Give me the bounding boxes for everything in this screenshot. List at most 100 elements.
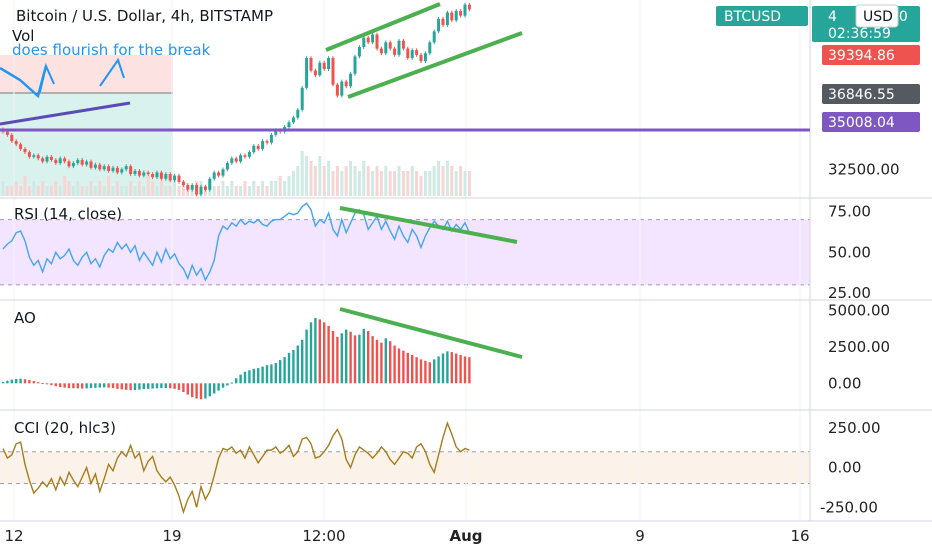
ao-bar bbox=[151, 383, 154, 389]
ao-tick-label: 2500.00 bbox=[828, 338, 890, 356]
cci-tick-label: -250.00 bbox=[820, 498, 878, 516]
symbol-tag[interactable] bbox=[716, 6, 808, 26]
ao-bar bbox=[45, 383, 49, 385]
ao-bar bbox=[437, 356, 440, 384]
ao-bar bbox=[463, 356, 467, 384]
volume-bar bbox=[445, 161, 449, 196]
candle-body bbox=[115, 167, 119, 173]
volume-bar bbox=[366, 166, 370, 196]
volume-bar bbox=[419, 176, 423, 196]
candle-body bbox=[450, 12, 454, 21]
volume-bar bbox=[54, 181, 58, 196]
volume-bar bbox=[41, 181, 45, 196]
gray-level-tag[interactable] bbox=[822, 84, 920, 104]
candle-body bbox=[195, 185, 199, 195]
ao-bar bbox=[305, 329, 308, 384]
candle-body bbox=[177, 175, 181, 182]
volume-bar bbox=[177, 186, 181, 196]
last-price-value: 4 bbox=[828, 9, 837, 25]
volume-bar bbox=[93, 186, 97, 196]
ao-bar bbox=[261, 366, 264, 384]
candle-body bbox=[247, 152, 251, 157]
annotation-arrow-head[interactable] bbox=[39, 62, 55, 93]
ao-bar bbox=[243, 371, 247, 384]
ao-bar bbox=[230, 382, 233, 384]
time-axis[interactable]: 12 19 12:00 Aug 9 16 bbox=[4, 527, 809, 545]
volume-bar bbox=[155, 186, 159, 196]
ao-bar bbox=[41, 383, 44, 385]
candle-body bbox=[168, 174, 172, 181]
ao-bar bbox=[177, 383, 181, 390]
candle-body bbox=[190, 185, 194, 190]
volume-bar bbox=[168, 186, 172, 196]
rsi-divergence-line[interactable] bbox=[339, 206, 518, 244]
volume-label: Vol bbox=[12, 27, 34, 45]
volume-bar bbox=[335, 166, 339, 196]
volume-bar bbox=[124, 186, 128, 196]
ao-bar bbox=[455, 353, 458, 384]
indigo-trendline[interactable] bbox=[0, 101, 131, 126]
volume-bar bbox=[133, 186, 137, 196]
ao-bar bbox=[28, 379, 31, 384]
ao-bar bbox=[389, 341, 392, 384]
volume-bar bbox=[415, 171, 419, 196]
candle-body bbox=[71, 163, 75, 167]
cci-title: CCI (20, hlc3) bbox=[14, 419, 116, 437]
ao-bar bbox=[15, 378, 18, 384]
candle-body bbox=[388, 42, 392, 49]
candle-body bbox=[353, 56, 357, 74]
candle-body bbox=[287, 122, 291, 128]
volume-bar bbox=[437, 161, 441, 196]
volume-bar bbox=[221, 181, 225, 196]
cci-band bbox=[0, 451, 810, 484]
candle-body bbox=[362, 37, 366, 48]
ao-bar bbox=[155, 383, 159, 389]
candle-body bbox=[27, 152, 31, 157]
ao-bar bbox=[103, 383, 106, 388]
candle-body bbox=[58, 158, 62, 164]
candle-body bbox=[173, 175, 177, 181]
volume-bar bbox=[85, 186, 89, 196]
gray-level-value: 36846.55 bbox=[828, 87, 895, 103]
candle-body bbox=[344, 81, 348, 87]
price-tags[interactable]: BTCUSD 4 60 02:36:59 USD 39394.86 36846.… bbox=[716, 4, 920, 132]
time-tick-label: 19 bbox=[162, 527, 181, 545]
candle-body bbox=[41, 158, 45, 162]
rsi-band bbox=[0, 219, 810, 285]
ao-bar bbox=[446, 351, 449, 384]
channel-lower-trendline[interactable] bbox=[347, 31, 523, 99]
annotation-arrow-up[interactable] bbox=[99, 57, 125, 87]
currency-badge[interactable] bbox=[855, 4, 899, 28]
ao-divergence-line[interactable] bbox=[339, 307, 523, 359]
volume-bar bbox=[423, 171, 427, 196]
candle-body bbox=[146, 172, 150, 175]
time-tick-label: 16 bbox=[790, 527, 809, 545]
ao-bar bbox=[411, 355, 414, 384]
price-axis[interactable]: 32500.0037500.0040000.0042500.0075.0050.… bbox=[820, 4, 900, 517]
volume-bar bbox=[217, 186, 221, 196]
candle-body bbox=[357, 47, 361, 57]
candle-body bbox=[384, 42, 388, 54]
volume-bar bbox=[318, 156, 322, 196]
candle-body bbox=[261, 141, 265, 149]
ao-bar bbox=[199, 383, 203, 400]
volume-bar bbox=[142, 186, 146, 196]
candle-body bbox=[397, 40, 401, 55]
volume-bar bbox=[357, 171, 361, 196]
volume-bar bbox=[327, 161, 331, 196]
volume-bar bbox=[23, 176, 27, 196]
annotation-text[interactable]: does flourish for the break bbox=[12, 41, 211, 59]
red-level-tag[interactable] bbox=[822, 45, 920, 65]
chart-drawings[interactable] bbox=[0, 2, 810, 359]
candle-body bbox=[129, 166, 133, 175]
cci-tick-label: 0.00 bbox=[828, 459, 861, 477]
channel-upper-trendline[interactable] bbox=[325, 2, 441, 52]
rsi-title: RSI (14, close) bbox=[14, 205, 122, 223]
cci-series bbox=[2, 421, 470, 515]
ao-bar bbox=[406, 352, 409, 384]
volume-bar bbox=[397, 166, 401, 196]
volume-bar bbox=[225, 186, 229, 196]
purple-level-tag[interactable] bbox=[822, 112, 920, 132]
volume-bar bbox=[467, 171, 471, 196]
